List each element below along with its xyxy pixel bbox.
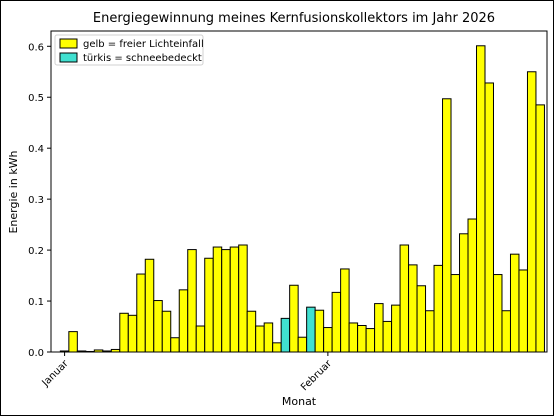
bar-2026-01-11 [144,258,155,353]
bar-2026-01-13 [161,310,172,353]
bar-2026-01-29 [297,336,308,353]
bar-2026-01-24 [255,325,265,353]
bar-2026-01-17 [195,325,206,353]
bar-2026-02-26 [535,104,545,353]
bar-2026-02-04 [348,322,359,353]
bar-2026-01-16 [187,249,197,353]
bar-2026-02-02 [331,291,342,353]
y-tick-label: 0.5 [28,93,44,104]
legend-label-snow: türkis = schneebedeckt [83,53,202,64]
y-axis-ticks: 0.0 0.1 0.2 0.3 0.4 0.5 0.6 [28,42,51,359]
bar-2026-02-12 [416,285,427,353]
bar-2026-01-12 [153,300,163,353]
bar-2026-02-19 [476,45,486,353]
bar-2026-01-19 [212,246,223,353]
bar-2026-01-10 [136,273,146,353]
plot-area [50,30,548,353]
bar-2026-01-20 [221,249,231,353]
bar-2026-02-03 [340,268,350,353]
bar-2026-01-28 [289,284,299,353]
bar-2026-02-18 [467,218,478,353]
bar-2026-02-22 [501,310,511,353]
bar-2026-01-08 [119,312,129,353]
bar-2026-02-24 [518,269,528,353]
bar-2026-02-13 [425,310,435,353]
y-tick-label: 0.2 [28,246,44,257]
bar-2026-01-18 [204,257,214,353]
bar-2026-01-15 [178,289,189,353]
bar-2026-02-05 [357,325,367,353]
bar-2026-01-14 [170,337,180,353]
bar-2026-02-25 [526,71,537,353]
legend: gelb = freier Lichteinfall türkis = schn… [54,34,204,66]
bar-2026-01-25 [263,322,274,353]
legend-swatch-clear [59,38,78,49]
x-tick-label: Januar [40,358,72,390]
bar-2026-02-08 [382,320,393,353]
bar-2026-02-01 [323,327,333,353]
y-tick-label: 0.0 [28,348,44,359]
bar-2026-02-20 [484,82,494,353]
y-tick-label: 0.6 [28,42,44,53]
legend-box [54,34,204,66]
bar-2026-02-09 [391,304,401,353]
x-tick-label: Februar [299,358,335,394]
bar-2026-02-10 [399,244,410,353]
bar-2026-01-30 [306,306,316,353]
bar-2026-02-06 [365,328,376,353]
bar-2026-02-14 [433,264,444,353]
bar-2026-02-23 [509,253,520,353]
bar-2026-01-22 [238,244,248,353]
bar-2026-01-09 [127,314,138,353]
bar-group [59,45,545,353]
legend-label-clear: gelb = freier Lichteinfall [83,39,204,50]
legend-swatch-snow [59,52,78,63]
y-tick-label: 0.3 [28,195,44,206]
chart-title: Energiegewinnung meines Kernfusionskolle… [93,11,495,26]
bar-2026-02-15 [442,98,452,353]
bar-2026-01-31 [314,309,325,353]
y-tick-label: 0.4 [28,144,44,155]
bar-2026-01-02 [68,331,78,353]
bar-2026-01-23 [246,310,257,353]
bar-2026-02-21 [492,274,503,353]
bar-2026-02-17 [459,233,469,353]
y-tick-label: 0.1 [28,297,44,308]
bar-2026-01-21 [229,246,240,353]
bar-2026-02-16 [450,274,461,353]
bar-2026-02-11 [408,264,418,353]
bar-2026-01-26 [272,342,282,353]
bar-2026-02-07 [374,303,384,353]
bar-2026-01-27 [280,317,291,353]
x-axis-label: Monat [282,395,317,408]
y-axis-label: Energie in kWh [7,150,20,233]
x-axis-ticks: Januar Februar [40,352,335,393]
